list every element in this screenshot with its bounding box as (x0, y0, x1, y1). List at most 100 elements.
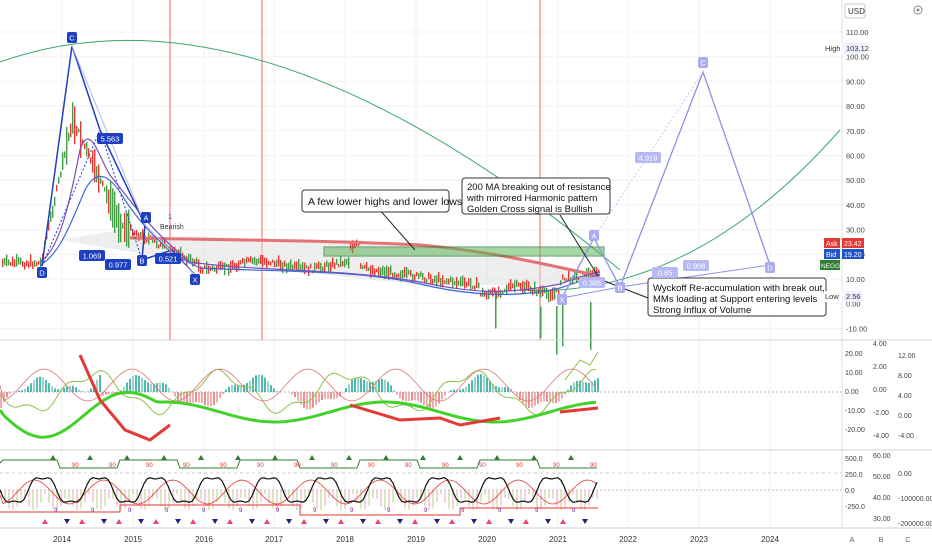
candle (28, 261, 30, 268)
histogram-bar (105, 392, 107, 395)
histogram-bar (429, 392, 431, 409)
histogram-bar (69, 385, 71, 392)
indicator-panel-2[interactable]: 90 9 90 9 90 9 90 9 90 9 90 9 90 9 90 9 90 9 90 9 90 9 90 9 90 9 9… (0, 453, 932, 528)
volume-histogram (156, 490, 158, 499)
seq-label: 9 (91, 508, 95, 514)
volume-histogram (124, 490, 126, 509)
histogram-bar (222, 392, 224, 394)
time-tick-label: 2017 (265, 535, 283, 544)
volume-histogram (88, 490, 90, 495)
candle (502, 290, 504, 295)
histogram-bar (24, 388, 26, 392)
histogram-bar (156, 383, 158, 392)
harmonic-point-letter: A (143, 214, 148, 223)
candle (518, 282, 520, 287)
volume-histogram (352, 490, 354, 495)
histogram-bar (498, 387, 500, 392)
candle (370, 265, 372, 278)
harmonic-point-marker (698, 57, 708, 68)
candle (560, 280, 562, 286)
indicator-panel-1[interactable]: 20.00 10.00 0.00 -10.00 -20.00 4.00 2.00 0.00 -2… (0, 341, 916, 442)
volume-histogram (532, 490, 534, 504)
candle (506, 284, 508, 295)
candle (590, 270, 592, 283)
candle (306, 265, 308, 269)
harmonic-point-letter: C (69, 34, 75, 43)
candle (60, 171, 62, 178)
seq-label: 9 (387, 508, 391, 514)
seq-label: 9 (128, 508, 132, 514)
candle (90, 157, 92, 164)
candle (30, 254, 32, 267)
histogram-bar (387, 381, 389, 392)
panel1-tick-left: 10.00 (845, 370, 863, 377)
settings-icon[interactable] (913, 5, 923, 15)
seq-label: 90 (294, 463, 301, 469)
histogram-bar (408, 392, 410, 402)
histogram-bar (528, 392, 530, 408)
histogram-bar (558, 392, 560, 402)
time-tick-label: 2015 (124, 535, 142, 544)
histogram-bar (540, 392, 542, 403)
resistance-zone[interactable] (323, 246, 605, 257)
ratio-badge (635, 152, 661, 163)
histogram-bar (597, 378, 599, 392)
histogram-bar (330, 392, 332, 400)
volume-histogram (144, 490, 146, 510)
callout-lower-highs[interactable]: A few lower highs and lower lows (301, 189, 462, 213)
callout-line: with mirrored Harmonic pattern (466, 193, 597, 204)
ratio-badge (579, 277, 605, 288)
candle (64, 151, 66, 158)
panel1-tick-right: 4.00 (898, 393, 912, 400)
candle (478, 282, 480, 289)
volume-bar (540, 306, 542, 339)
histogram-bar (228, 386, 230, 392)
currency-box[interactable] (844, 3, 866, 19)
candle (574, 271, 576, 281)
volume-histogram (256, 490, 258, 509)
candle (512, 283, 514, 289)
candle (72, 102, 74, 134)
volume-histogram (412, 490, 414, 506)
histogram-bar (129, 378, 131, 392)
sell-marker (249, 519, 255, 524)
candle (552, 287, 554, 301)
callout-wyckoff[interactable]: Wyckoff Re-accumulation with break out, … (647, 277, 827, 317)
histogram-bar (153, 383, 155, 392)
time-tick-label: 2018 (336, 535, 354, 544)
candle (86, 141, 88, 157)
candle (334, 262, 336, 269)
time-tick-label: 2023 (690, 535, 708, 544)
panel2-tick-right: -100000.00 (898, 496, 932, 503)
volume-histogram (120, 490, 122, 510)
histogram-bar (108, 392, 110, 395)
time-axis[interactable]: 2014 2015 2016 2017 2018 2019 2020 2021 2022 2023… (53, 535, 779, 544)
callout-ma-breakout[interactable]: 200 MA breaking out of resistance with m… (461, 177, 611, 215)
price-axis[interactable]: 110.00 100.00 90.00 80.00 70.00 60.00 50.00 40.… (846, 28, 869, 333)
callout-line: Golden Cross signal is Bullish (467, 204, 593, 215)
buy-marker (124, 455, 130, 460)
histogram-bar (192, 392, 194, 403)
candle (526, 279, 528, 289)
histogram-bar (81, 391, 83, 392)
candle (396, 273, 398, 278)
volume-histogram (44, 490, 46, 495)
volume-histogram (432, 490, 434, 509)
price-panel[interactable]: A few lower highs and lower lows 200 MA … (0, 32, 841, 355)
callout-line: Strong Influx of Volume (653, 305, 751, 316)
candle (344, 258, 346, 268)
candle (94, 148, 96, 183)
candle (116, 204, 118, 228)
candle (532, 287, 534, 296)
histogram-bar (267, 381, 269, 392)
bottom-buttons[interactable]: B CA (849, 535, 911, 544)
histogram-bar (465, 386, 467, 392)
sell-marker (175, 519, 181, 524)
candle (406, 267, 408, 279)
volume-histogram (504, 490, 506, 499)
histogram-bar (270, 385, 272, 392)
candle (130, 223, 132, 231)
candle (376, 268, 378, 273)
histogram-bar (525, 392, 527, 407)
